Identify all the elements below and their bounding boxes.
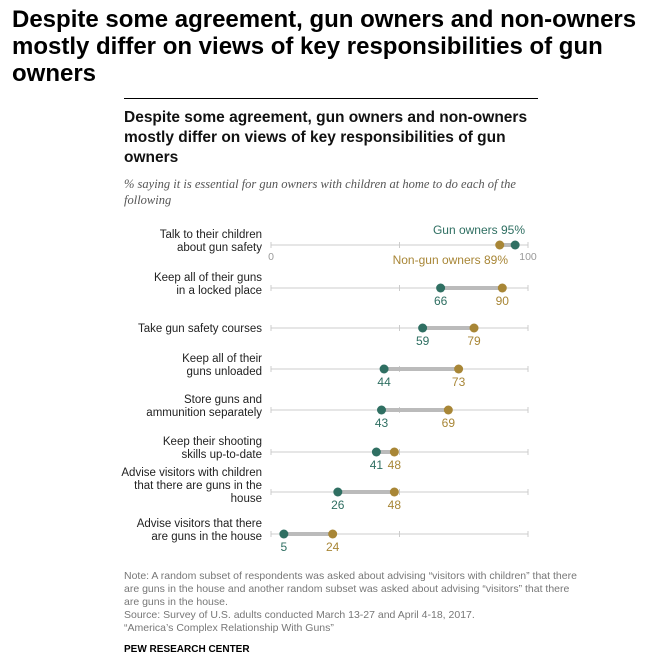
gun-owners-value: 59 (416, 334, 430, 348)
category-label: about gun safety (177, 242, 262, 254)
gun-owners-dot (379, 364, 389, 374)
category-label: guns unloaded (187, 366, 262, 378)
chart-notes: Note: A random subset of respondents was… (124, 570, 584, 635)
non-gun-owners-value: 90 (496, 294, 510, 308)
category-label: ammunition separately (146, 407, 262, 419)
non-gun-owners-value: 73 (452, 375, 466, 389)
report-title: “America’s Complex Relationship With Gun… (124, 622, 334, 634)
non-gun-owners-dot (389, 487, 399, 497)
non-gun-owners-value: 48 (388, 458, 402, 472)
category-label: Take gun safety courses (138, 323, 262, 335)
tick-label: 100 (519, 251, 537, 263)
divider (124, 98, 538, 99)
legend-non-gun-owners: Non-gun owners 89% (393, 253, 509, 267)
non-gun-owners-dot (454, 364, 464, 374)
gun-owners-value: 43 (375, 416, 389, 430)
category-label: Advise visitors that there (137, 518, 262, 530)
source-text: Source: Survey of U.S. adults conducted … (124, 609, 475, 621)
category-label: that there are guns in the (134, 480, 262, 492)
category-label: Keep their shooting (163, 436, 262, 448)
gun-owners-dot (371, 447, 381, 457)
non-gun-owners-dot (497, 283, 507, 293)
note-text: Note: A random subset of respondents was… (124, 570, 577, 608)
non-gun-owners-dot (495, 240, 505, 250)
gun-owners-dot (510, 240, 520, 250)
non-gun-owners-value: 24 (326, 540, 340, 554)
non-gun-owners-value: 79 (467, 334, 481, 348)
pew-logo-text: PEW RESEARCH CENTER (124, 644, 250, 655)
chart-title: Despite some agreement, gun owners and n… (124, 109, 528, 166)
category-label: are guns in the house (151, 531, 262, 543)
non-gun-owners-dot (469, 323, 479, 333)
tick-label: 0 (268, 251, 274, 263)
non-gun-owners-value: 48 (388, 498, 402, 512)
non-gun-owners-dot (328, 529, 338, 539)
gun-owners-value: 44 (377, 375, 391, 389)
category-label: skills up-to-date (181, 449, 262, 461)
category-label: Advise visitors with children (121, 467, 262, 479)
gun-owners-value: 66 (434, 294, 448, 308)
legend-gun-owners: Gun owners 95% (433, 223, 525, 237)
category-label: Talk to their children (160, 229, 262, 241)
category-label: Keep all of their guns (154, 272, 262, 284)
category-label: in a locked place (176, 285, 262, 297)
gun-owners-dot (333, 487, 343, 497)
category-label: Store guns and (184, 394, 262, 406)
category-label: house (231, 493, 262, 505)
gun-owners-dot (418, 323, 428, 333)
gun-owners-dot (377, 405, 387, 415)
non-gun-owners-dot (389, 447, 399, 457)
chart-subtitle: % saying it is essential for gun owners … (124, 177, 516, 207)
gun-owners-value: 26 (331, 498, 345, 512)
category-label: Keep all of their (182, 353, 262, 365)
gun-owners-value: 5 (281, 540, 288, 554)
non-gun-owners-value: 69 (442, 416, 456, 430)
non-gun-owners-dot (443, 405, 453, 415)
gun-owners-dot (279, 529, 289, 539)
gun-owners-dot (436, 283, 446, 293)
gun-owners-value: 41 (370, 458, 384, 472)
page-title: Despite some agreement, gun owners and n… (12, 6, 637, 87)
